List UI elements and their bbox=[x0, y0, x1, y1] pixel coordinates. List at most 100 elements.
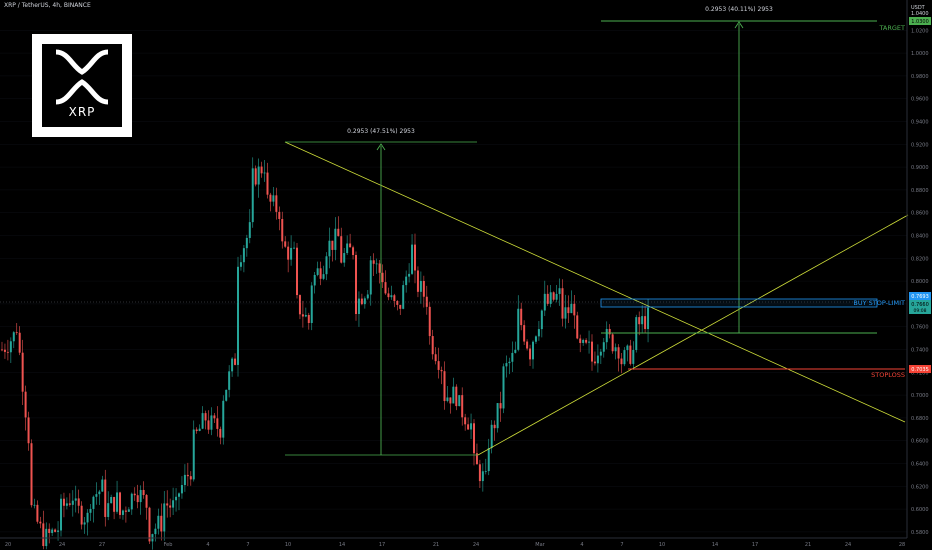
candle-body bbox=[104, 479, 107, 517]
logo-text: XRP bbox=[68, 105, 96, 119]
candle-body bbox=[375, 263, 378, 265]
candle-body bbox=[555, 293, 558, 300]
price-tick: 1.0200 bbox=[911, 28, 929, 34]
buy-stop-limit-zone[interactable] bbox=[600, 298, 878, 308]
candle-body bbox=[319, 268, 322, 279]
price-tick: 0.9800 bbox=[911, 74, 929, 80]
candle-body bbox=[546, 293, 549, 304]
candle-body bbox=[80, 505, 83, 525]
candle-body bbox=[591, 341, 593, 362]
candle-body bbox=[570, 303, 573, 314]
candle-body bbox=[419, 280, 422, 292]
candle-body bbox=[576, 315, 579, 339]
candle-body bbox=[1, 349, 3, 351]
candle-body bbox=[307, 314, 310, 323]
candle-body bbox=[478, 464, 481, 482]
price-tick: 1.0000 bbox=[911, 51, 929, 57]
candle-body bbox=[399, 304, 402, 309]
candle-body bbox=[322, 274, 325, 279]
candle-body bbox=[107, 503, 110, 517]
price-tick: 0.8400 bbox=[911, 234, 929, 240]
candle-body bbox=[51, 529, 54, 533]
axis-top-price: 1.0400 bbox=[911, 11, 929, 17]
candle-body bbox=[60, 498, 62, 531]
candle-body bbox=[585, 339, 588, 343]
candle-body bbox=[42, 523, 45, 547]
descending-trendline[interactable] bbox=[284, 141, 906, 423]
candle-body bbox=[532, 341, 534, 360]
target-price: 1.0300 bbox=[911, 19, 929, 25]
candle-body bbox=[493, 424, 496, 429]
candle-body bbox=[481, 471, 484, 482]
candle-body bbox=[290, 247, 293, 260]
candle-body bbox=[331, 240, 334, 250]
candle-body bbox=[216, 418, 219, 429]
time-axis[interactable]: 20 24 27 Feb 4 7 10 14 17 21 24 Mar 4 7 10 14 17 21 24 28 bbox=[5, 542, 905, 548]
candle-body bbox=[172, 500, 175, 508]
candle-body bbox=[369, 260, 372, 295]
candle-body bbox=[387, 293, 390, 298]
candle-body bbox=[119, 492, 121, 515]
candle-body bbox=[239, 262, 242, 267]
date-tick: Mar bbox=[535, 542, 545, 548]
candle-body bbox=[130, 493, 133, 510]
price-tick: 0.7200 bbox=[911, 370, 929, 376]
candle-body bbox=[328, 240, 331, 257]
candle-body bbox=[89, 508, 92, 513]
measure-right-label: 0.2953 (40.11%) 2953 bbox=[705, 6, 773, 13]
price-tick: 0.8000 bbox=[911, 279, 929, 285]
candle-body bbox=[473, 423, 475, 454]
symbol-header[interactable]: XRP / TetherUS, 4h, BINANCE bbox=[4, 2, 91, 9]
candle-body bbox=[113, 497, 116, 512]
candle-body bbox=[647, 307, 650, 330]
candle-body bbox=[534, 336, 537, 342]
price-axis[interactable]: USDT 1.0400 bbox=[906, 0, 929, 538]
candle-body bbox=[579, 338, 582, 343]
price-tick: 0.7000 bbox=[911, 393, 929, 399]
candle-body bbox=[195, 429, 198, 431]
candle-body bbox=[57, 530, 60, 532]
candle-body bbox=[83, 522, 86, 525]
candle-body bbox=[293, 247, 296, 249]
candle-body bbox=[228, 371, 231, 390]
candle-body bbox=[175, 496, 178, 501]
candle-body bbox=[644, 316, 647, 330]
candle-body bbox=[18, 332, 21, 353]
candle-body bbox=[287, 246, 290, 260]
target-label: TARGET bbox=[878, 24, 905, 32]
candle-body bbox=[27, 417, 30, 444]
candle-body bbox=[136, 495, 139, 503]
candle-body bbox=[207, 420, 210, 430]
candle-body bbox=[588, 341, 591, 343]
candle-body bbox=[166, 503, 169, 506]
date-tick: 4 bbox=[580, 542, 583, 548]
candle-body bbox=[251, 168, 254, 223]
candle-body bbox=[284, 241, 287, 247]
candle-body bbox=[390, 295, 393, 298]
buy-price-tag bbox=[909, 292, 931, 300]
ascending-trendline[interactable] bbox=[477, 214, 909, 456]
candle-body bbox=[92, 496, 95, 509]
candle-body bbox=[198, 428, 201, 431]
measure-right-arrowhead bbox=[734, 21, 744, 29]
candle-body bbox=[593, 361, 596, 364]
candle-body bbox=[213, 415, 216, 419]
candle-body bbox=[378, 263, 381, 273]
candle-body bbox=[543, 293, 546, 311]
candle-body bbox=[30, 443, 33, 506]
candle-body bbox=[422, 280, 425, 297]
candle-body bbox=[272, 195, 275, 202]
candle-body bbox=[349, 243, 352, 248]
candle-body bbox=[641, 316, 644, 325]
candle-body bbox=[124, 510, 127, 512]
candle-body bbox=[225, 389, 228, 401]
candle-body bbox=[452, 386, 455, 404]
candle-body bbox=[231, 358, 234, 372]
candle-body bbox=[21, 352, 24, 392]
candle-body bbox=[449, 397, 452, 404]
price-tick: 0.6800 bbox=[911, 416, 929, 422]
candle-body bbox=[178, 493, 180, 497]
current-price: 0.7660 bbox=[911, 302, 929, 308]
candle-body bbox=[310, 285, 313, 323]
